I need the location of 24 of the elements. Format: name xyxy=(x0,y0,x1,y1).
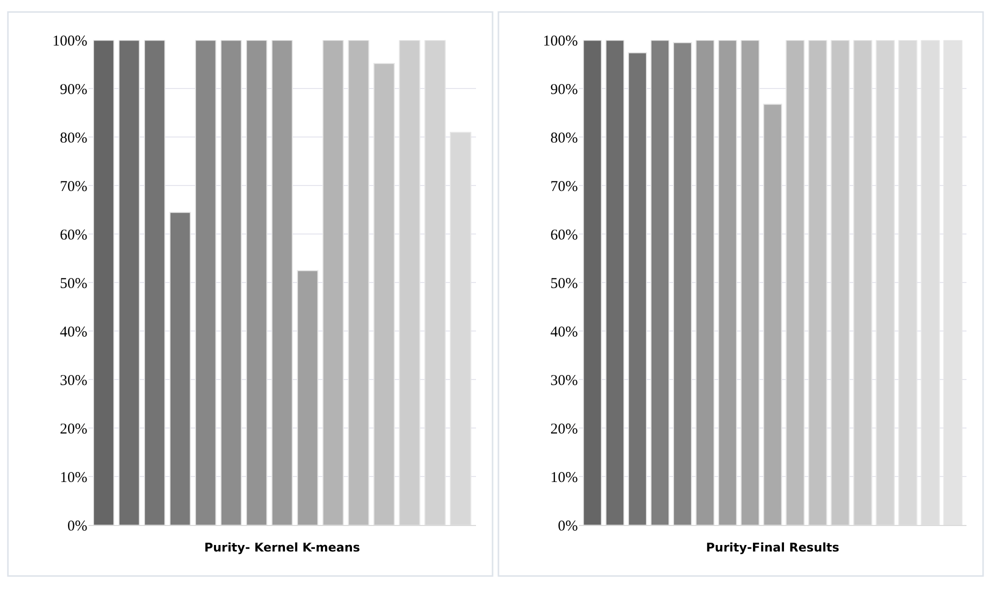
y-tick-label: 30% xyxy=(550,372,578,389)
y-tick-label: 40% xyxy=(60,324,88,340)
y-tick-label: 70% xyxy=(550,178,578,195)
x-axis-title: Purity-Final Results xyxy=(706,540,840,555)
y-tick-label: 10% xyxy=(60,470,88,486)
y-tick-label: 20% xyxy=(60,421,88,438)
y-tick-label: 100% xyxy=(52,33,88,50)
y-tick-label: 0% xyxy=(67,518,88,534)
y-tick-label: 80% xyxy=(550,130,578,146)
y-tick-label: 40% xyxy=(550,324,578,340)
x-axis-title: Purity- Kernel K-means xyxy=(204,540,360,555)
y-tick-label: 70% xyxy=(60,178,88,195)
y-tick-label: 60% xyxy=(550,227,578,244)
y-tick-label: 60% xyxy=(60,227,88,244)
y-tick-label: 90% xyxy=(60,82,88,98)
y-tick-label: 10% xyxy=(550,470,578,486)
y-tick-label: 30% xyxy=(60,372,88,389)
y-tick-label: 20% xyxy=(550,421,578,438)
y-tick-label: 50% xyxy=(60,276,88,292)
y-tick-label: 90% xyxy=(550,82,578,98)
y-tick-label: 50% xyxy=(550,276,578,292)
y-tick-label: 0% xyxy=(558,518,578,534)
y-tick-label: 80% xyxy=(60,130,88,146)
y-tick-label: 100% xyxy=(542,33,578,50)
